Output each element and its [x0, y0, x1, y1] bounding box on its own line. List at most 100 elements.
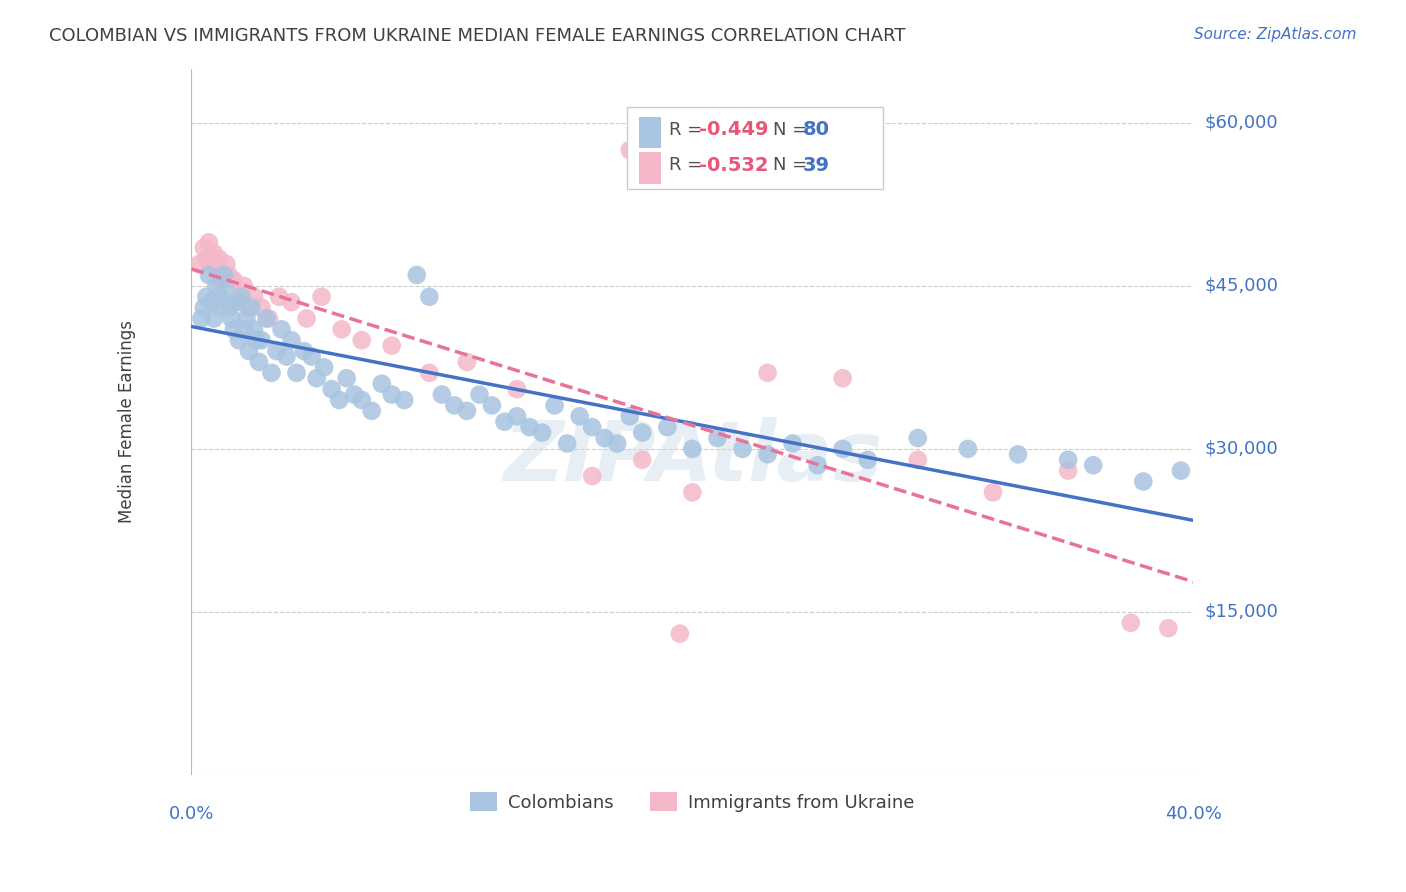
Point — [856, 452, 879, 467]
Text: $30,000: $30,000 — [1205, 440, 1278, 458]
Point — [238, 301, 260, 315]
Point — [221, 311, 243, 326]
Point — [280, 295, 302, 310]
Text: 40.0%: 40.0% — [1166, 805, 1222, 823]
Point — [198, 268, 221, 282]
Point — [257, 311, 280, 326]
Point — [250, 333, 273, 347]
Point — [218, 301, 240, 315]
Point — [581, 420, 603, 434]
Point — [1119, 615, 1142, 630]
Point — [200, 295, 222, 310]
Point — [193, 241, 215, 255]
Point — [782, 436, 804, 450]
Point — [202, 246, 225, 260]
Point — [215, 257, 238, 271]
Point — [1057, 452, 1080, 467]
Point — [581, 469, 603, 483]
Text: 0.0%: 0.0% — [169, 805, 214, 823]
Point — [568, 409, 591, 424]
Point — [233, 322, 256, 336]
Point — [311, 290, 333, 304]
Point — [209, 273, 232, 287]
Point — [256, 311, 278, 326]
Point — [270, 322, 292, 336]
Point — [190, 311, 212, 326]
Point — [276, 350, 298, 364]
Point — [731, 442, 754, 456]
Point — [907, 452, 929, 467]
Text: R =: R = — [669, 121, 709, 139]
Point — [456, 355, 478, 369]
Point — [1083, 458, 1105, 473]
Point — [606, 436, 628, 450]
Point — [225, 295, 247, 310]
Text: -0.449: -0.449 — [699, 120, 769, 139]
Text: COLOMBIAN VS IMMIGRANTS FROM UKRAINE MEDIAN FEMALE EARNINGS CORRELATION CHART: COLOMBIAN VS IMMIGRANTS FROM UKRAINE MED… — [49, 27, 905, 45]
Point — [657, 420, 679, 434]
Point — [247, 355, 270, 369]
Text: $15,000: $15,000 — [1205, 603, 1278, 621]
Point — [456, 404, 478, 418]
Point — [531, 425, 554, 440]
Point — [394, 392, 416, 407]
Point — [187, 257, 209, 271]
Text: $60,000: $60,000 — [1205, 114, 1278, 132]
Point — [1007, 447, 1029, 461]
FancyBboxPatch shape — [640, 117, 661, 148]
Point — [343, 387, 366, 401]
Point — [235, 311, 257, 326]
Point — [336, 371, 359, 385]
Text: -0.532: -0.532 — [699, 156, 769, 175]
Point — [245, 333, 267, 347]
Point — [381, 387, 404, 401]
Point — [228, 333, 250, 347]
Point — [314, 360, 336, 375]
Text: R =: R = — [669, 156, 709, 174]
Point — [266, 344, 288, 359]
Point — [706, 431, 728, 445]
Point — [328, 392, 350, 407]
Text: ZIPAtlas: ZIPAtlas — [503, 417, 882, 498]
Point — [350, 333, 373, 347]
Point — [200, 257, 222, 271]
Point — [756, 447, 779, 461]
Point — [981, 485, 1004, 500]
Point — [619, 409, 641, 424]
Point — [807, 458, 830, 473]
Point — [193, 301, 215, 315]
Legend: Colombians, Immigrants from Ukraine: Colombians, Immigrants from Ukraine — [463, 785, 921, 819]
Point — [260, 366, 283, 380]
Point — [555, 436, 578, 450]
Point — [350, 392, 373, 407]
Point — [218, 268, 240, 282]
Point — [228, 295, 250, 310]
Point — [292, 344, 315, 359]
Point — [907, 431, 929, 445]
Point — [202, 311, 225, 326]
Point — [519, 420, 541, 434]
Point — [756, 366, 779, 380]
Point — [250, 301, 273, 315]
Point — [1057, 464, 1080, 478]
Point — [208, 252, 231, 266]
Point — [195, 290, 218, 304]
Point — [405, 268, 427, 282]
Point — [418, 290, 440, 304]
Text: Source: ZipAtlas.com: Source: ZipAtlas.com — [1194, 27, 1357, 42]
Point — [360, 404, 382, 418]
Point — [280, 333, 302, 347]
Point — [631, 425, 654, 440]
Point — [593, 431, 616, 445]
Point — [956, 442, 979, 456]
Point — [681, 485, 703, 500]
Point — [267, 290, 290, 304]
Text: 39: 39 — [803, 156, 830, 175]
Point — [305, 371, 328, 385]
Point — [240, 301, 263, 315]
Point — [208, 290, 231, 304]
Point — [468, 387, 491, 401]
FancyBboxPatch shape — [627, 107, 883, 188]
Text: N =: N = — [772, 121, 813, 139]
Point — [481, 399, 503, 413]
